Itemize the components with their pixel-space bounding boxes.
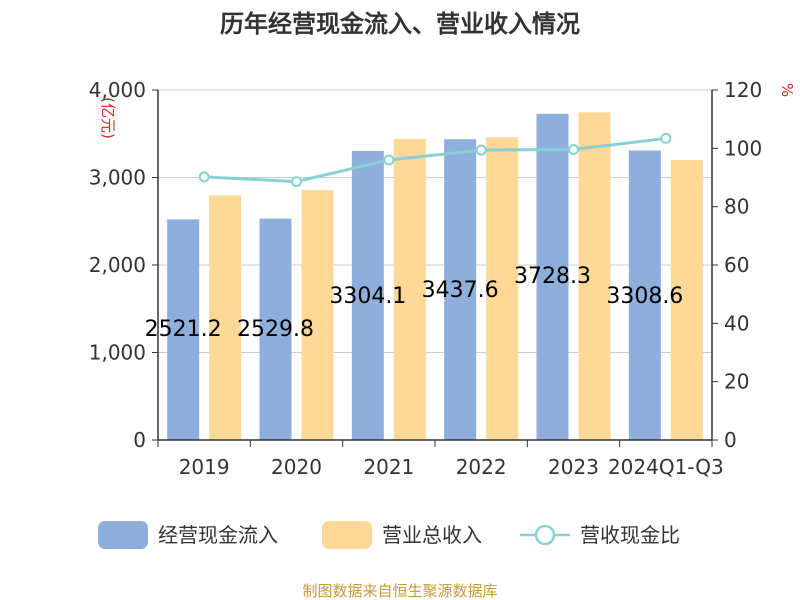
data-label: 3308.6 xyxy=(606,284,683,309)
bar-revenue xyxy=(301,190,334,440)
right-tick-label: 40 xyxy=(724,311,749,335)
legend-label: 经营现金流入 xyxy=(158,523,278,547)
x-tick-label: 2022 xyxy=(456,455,507,479)
bar-revenue xyxy=(670,160,703,440)
ratio-point xyxy=(475,144,487,156)
bar-revenue xyxy=(486,137,519,440)
data-label: 2529.8 xyxy=(237,317,314,342)
left-tick-label: 3,000 xyxy=(89,166,146,190)
bar-cash-inflow xyxy=(444,139,477,440)
legend-label: 营业总收入 xyxy=(382,523,482,547)
left-tick-label: 4,000 xyxy=(89,78,146,102)
left-axis-label: (亿元) xyxy=(99,97,117,139)
right-tick-label: 80 xyxy=(724,195,749,219)
x-tick-label: 2021 xyxy=(363,455,414,479)
legend: 经营现金流入 营业总收入 营收现金比 xyxy=(98,521,680,549)
ratio-point xyxy=(660,132,672,144)
data-label: 3437.6 xyxy=(422,278,499,303)
bar-revenue xyxy=(209,195,242,440)
ratio-point xyxy=(198,171,210,183)
right-tick-label: 120 xyxy=(724,78,762,102)
grid-lines xyxy=(158,89,712,353)
legend-swatch xyxy=(98,521,148,549)
bar-cash-inflow xyxy=(628,150,661,440)
axes-group: 0 1,000 2,000 3,000 4,000 0 20 40 60 80 100 120 (亿元)… xyxy=(89,78,796,479)
left-tick-label: 0 xyxy=(133,428,146,452)
line-series-group xyxy=(198,132,672,188)
right-tick-label: 100 xyxy=(724,136,762,160)
left-tick-label: 2,000 xyxy=(89,253,146,277)
data-label: 2521.2 xyxy=(145,317,222,342)
bars-group xyxy=(167,112,703,441)
ratio-point xyxy=(568,144,579,155)
right-tick-label: 0 xyxy=(724,428,737,452)
bar-revenue xyxy=(393,139,426,440)
legend-label: 营收现金比 xyxy=(580,523,680,547)
right-tick-label: 20 xyxy=(724,370,749,394)
legend-marker xyxy=(534,524,556,546)
chart-title: 历年经营现金流入、营业收入情况 xyxy=(220,10,580,38)
data-label: 3728.3 xyxy=(514,264,591,289)
source-note: 制图数据来自恒生聚源数据库 xyxy=(302,582,497,600)
bar-cash-inflow xyxy=(536,113,569,441)
x-tick-label: 2023 xyxy=(548,455,599,479)
x-tick-label: 2020 xyxy=(271,455,322,479)
legend-swatch xyxy=(322,521,372,549)
bar-cash-inflow xyxy=(259,218,292,440)
right-axis-label: % xyxy=(778,83,796,97)
bar-cash-inflow xyxy=(167,219,200,440)
ratio-point xyxy=(383,154,395,166)
right-tick-label: 60 xyxy=(724,253,749,277)
ratio-line xyxy=(204,136,667,184)
left-tick-label: 1,000 xyxy=(89,341,146,365)
x-tick-label: 2019 xyxy=(179,455,230,479)
x-tick-label: 2024Q1-Q3 xyxy=(608,455,724,479)
bar-revenue xyxy=(578,112,611,440)
data-labels-group: 2521.2 2529.8 3304.1 3437.6 3728.3 3308.6 xyxy=(145,264,684,342)
data-label: 3304.1 xyxy=(329,284,406,309)
ratio-point xyxy=(291,176,302,188)
bar-cash-inflow xyxy=(351,150,384,441)
